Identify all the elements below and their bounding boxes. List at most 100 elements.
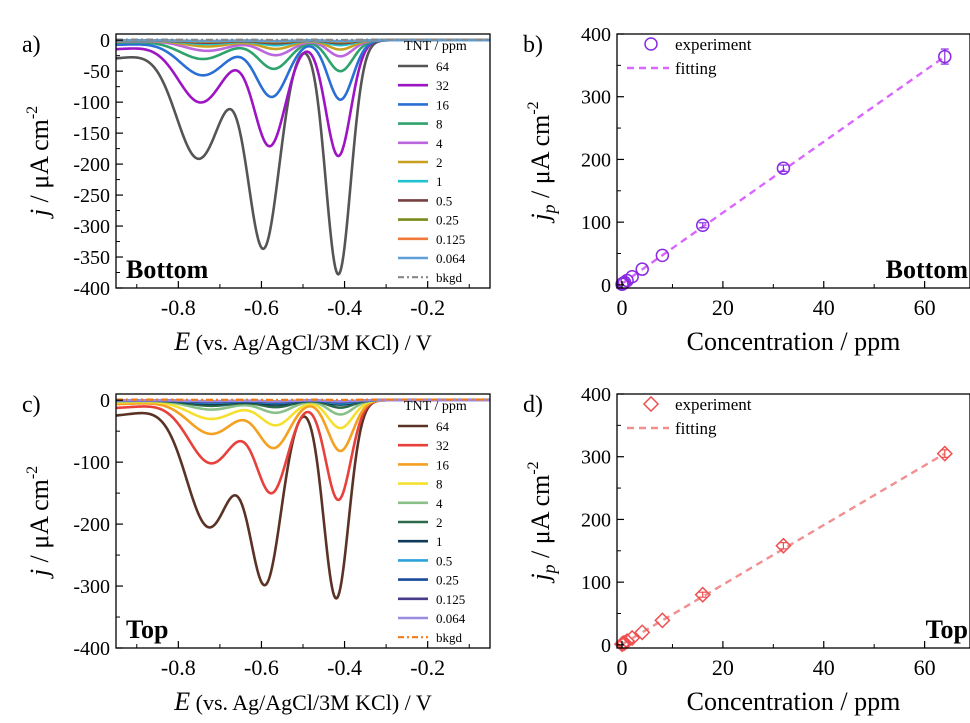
- legend-marker: [642, 395, 660, 413]
- y-tick-label: -200: [73, 154, 110, 176]
- plot-area: [116, 38, 490, 276]
- y-axis-superscript: -2: [525, 101, 542, 114]
- fit-line: [621, 452, 946, 646]
- y-tick-label: -100: [73, 92, 110, 114]
- data-point: [634, 624, 651, 641]
- legend-label: fitting: [675, 419, 717, 438]
- y-axis-label: j / μA cm-2: [24, 106, 54, 219]
- panel-label: d): [523, 392, 543, 418]
- y-axis-text: / μA cm: [25, 119, 54, 209]
- chart-panel-1: a) -0.8 -0.6 -0.4 -0.2 0 -50 -100 -150 -200 -250 -3…: [22, 30, 491, 356]
- series-line-64: [116, 398, 490, 600]
- x-tick-label: -0.2: [410, 295, 445, 320]
- legend-label: 1: [436, 174, 443, 189]
- plot-frame: [616, 33, 970, 289]
- panel-tag: Top: [926, 615, 968, 644]
- x-tick-label: -0.8: [161, 655, 196, 680]
- legend-label: 0.125: [436, 232, 465, 247]
- legend-label: 32: [436, 78, 449, 93]
- legend-label: 8: [436, 477, 443, 492]
- y-axis-superscript: -2: [24, 466, 41, 479]
- data-point: [625, 269, 639, 284]
- y-axis-superscript: -2: [525, 461, 542, 474]
- legend-marker: [644, 37, 658, 51]
- data-point: [623, 629, 641, 647]
- x-tick-label: -0.6: [244, 655, 279, 680]
- legend-label: 0.5: [436, 193, 452, 208]
- legend-label: 4: [436, 136, 443, 151]
- data-point: [938, 49, 952, 64]
- y-tick-label: 400: [581, 384, 611, 406]
- x-axis-label: E (vs. Ag/AgCl/3M KCl) / V: [173, 687, 432, 716]
- data-point: [694, 586, 711, 603]
- x-axis-label: Concentration / ppm: [687, 327, 901, 356]
- x-tick-label: -0.4: [327, 655, 362, 680]
- x-tick-label: -0.2: [410, 655, 445, 680]
- panel-tag: Bottom: [126, 255, 209, 284]
- x-tick-label: 20: [712, 655, 734, 680]
- panel-tag: Bottom: [886, 255, 969, 284]
- y-tick-label: -250: [73, 185, 110, 207]
- plot-frame: [115, 393, 491, 649]
- x-tick-label: 60: [914, 295, 936, 320]
- y-tick-label: -300: [73, 576, 110, 598]
- series-line-64: [116, 38, 490, 276]
- x-axis-symbol: E: [173, 687, 190, 716]
- x-axis-text: (vs. Ag/AgCl/3M KCl) / V: [190, 330, 432, 355]
- data-point: [936, 445, 953, 462]
- y-tick-label: 200: [581, 509, 611, 531]
- plot-area: [621, 449, 949, 646]
- panel-label: c): [22, 392, 41, 418]
- x-tick-label: 40: [813, 295, 835, 320]
- chart-panel-2: b) 0 20 40 60 0 100 200 300 400 Concentration / pp…: [523, 24, 970, 356]
- legend-label: fitting: [675, 59, 717, 78]
- legend-label: 16: [436, 97, 450, 112]
- x-tick-label: 20: [712, 295, 734, 320]
- legend-label: 8: [436, 117, 443, 132]
- y-tick-label: -200: [73, 514, 110, 536]
- x-axis-symbol: E: [173, 327, 190, 356]
- y-tick-label: 200: [581, 149, 611, 171]
- legend-title: TNT / ppm: [404, 399, 467, 414]
- panel-tag: Top: [126, 615, 168, 644]
- y-tick-label: -150: [73, 123, 110, 145]
- y-tick-label: -400: [73, 638, 110, 660]
- y-tick-label: 100: [581, 212, 611, 234]
- y-tick-label: -350: [73, 247, 110, 269]
- plot-frame: [616, 393, 970, 649]
- y-axis-symbol: j: [526, 213, 555, 223]
- data-point: [695, 218, 710, 233]
- y-tick-label: 0: [100, 390, 110, 412]
- y-tick-label: -100: [73, 452, 110, 474]
- legend-label: bkgd: [436, 630, 463, 645]
- x-tick-label: 0: [617, 655, 628, 680]
- legend-label: 4: [436, 496, 443, 511]
- y-axis-superscript: -2: [24, 106, 41, 119]
- y-axis-symbol: j: [25, 569, 54, 579]
- y-axis-label: j / μA cm-2: [24, 466, 54, 579]
- plot-area: [621, 48, 949, 285]
- x-tick-label: 0: [617, 295, 628, 320]
- legend-label: 0.25: [436, 213, 459, 228]
- legend-label: 0.25: [436, 573, 459, 588]
- legend-label: 0.5: [436, 553, 452, 568]
- panel-label: a): [22, 32, 41, 58]
- legend-label: experiment: [675, 35, 752, 54]
- y-axis-text: / μA cm: [25, 479, 54, 569]
- y-axis-symbol: j: [25, 209, 54, 219]
- y-axis-subscript: p: [539, 204, 559, 215]
- legend-label: 2: [436, 515, 443, 530]
- x-tick-label: 60: [914, 655, 936, 680]
- y-tick-label: -300: [73, 216, 110, 238]
- x-axis-label: Concentration / ppm: [687, 687, 901, 716]
- x-axis-text: (vs. Ag/AgCl/3M KCl) / V: [190, 690, 432, 715]
- y-tick-label: 0: [601, 275, 611, 297]
- legend-label: 1: [436, 534, 443, 549]
- panel-label: b): [523, 32, 543, 58]
- y-tick-label: -400: [73, 278, 110, 300]
- y-axis-text: / μA cm: [526, 115, 555, 205]
- data-point: [635, 262, 649, 276]
- y-axis-text: / μA cm: [526, 475, 555, 565]
- legend-label: bkgd: [436, 270, 463, 285]
